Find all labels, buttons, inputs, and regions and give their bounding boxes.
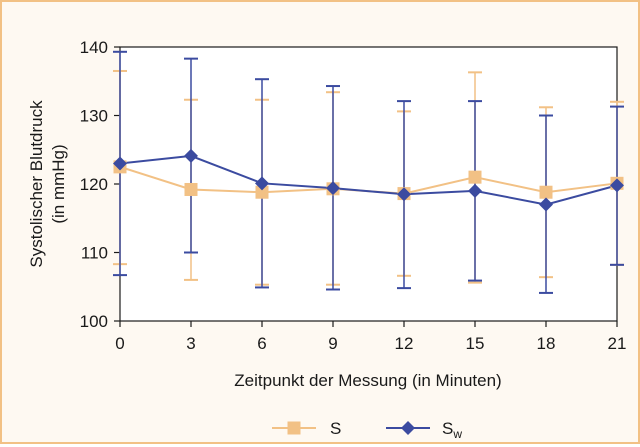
- y-tick-label: 130: [80, 107, 108, 126]
- legend-label-s: S: [330, 419, 341, 438]
- data-point-sw: [468, 183, 482, 198]
- legend-marker-square: [287, 421, 301, 435]
- data-point-sw: [113, 156, 127, 171]
- x-tick-label: 0: [115, 334, 124, 353]
- data-point-sw: [255, 176, 269, 191]
- legend: S Sw: [272, 419, 462, 441]
- data-point-sw: [539, 197, 553, 212]
- x-tick-label: 12: [395, 334, 414, 353]
- x-tick-label: 18: [537, 334, 556, 353]
- legend-label-sw-subscript: w: [452, 427, 462, 441]
- x-tick-label: 15: [466, 334, 485, 353]
- x-tick-label: 3: [186, 334, 195, 353]
- data-point-sw: [184, 148, 198, 163]
- y-axis-title-line-1: Systolischer Blutdruck: [27, 100, 46, 268]
- data-point-sw: [397, 187, 411, 202]
- y-tick-label: 140: [80, 38, 108, 57]
- y-axis-title-line-2: (in mmHg): [49, 144, 68, 223]
- data-point-s: [184, 182, 198, 196]
- plot-area: [119, 46, 618, 322]
- x-tick-label: 21: [608, 334, 627, 353]
- data-point-sw: [326, 181, 340, 196]
- data-point-s: [255, 185, 269, 199]
- y-tick-label: 100: [80, 312, 108, 331]
- data-point-s: [468, 170, 482, 184]
- legend-marker-diamond: [401, 421, 415, 435]
- series-line-sw: [119, 154, 618, 206]
- x-tick-label: 9: [328, 334, 337, 353]
- x-axis-title: Zeitpunkt der Messung (in Minuten): [234, 371, 501, 390]
- y-tick-label: 120: [80, 175, 108, 194]
- y-tick-label: 110: [81, 244, 108, 263]
- x-tick-label: 6: [257, 334, 266, 353]
- legend-label-sw: Sw: [442, 419, 462, 441]
- data-point-sw: [610, 178, 624, 193]
- data-point-s: [539, 185, 553, 199]
- legend-label-sw-base: S: [442, 419, 453, 438]
